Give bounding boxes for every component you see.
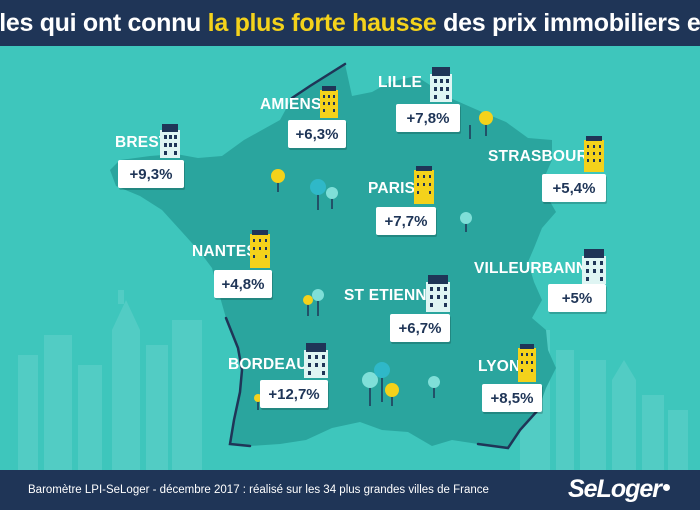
- title-bar: Les villes qui ont connu la plus forte h…: [0, 0, 700, 46]
- building-icon-amiens: [320, 86, 338, 118]
- page-title: Les villes qui ont connu la plus forte h…: [0, 9, 700, 38]
- map-scene: [18, 62, 688, 470]
- city-label-st-etienne: ST ETIENNE: [344, 287, 438, 304]
- city-label-villeurbanne: VILLEURBANNE: [474, 260, 598, 277]
- city-label-strasbourg: STRASBOURG: [488, 148, 601, 165]
- value-badge-amiens: +6,3%: [288, 120, 346, 148]
- title-part-2: des prix immobiliers en 2017: [443, 8, 700, 37]
- building-icon-strasbourg: [584, 136, 604, 172]
- value-badge-strasbourg: +5,4%: [542, 174, 606, 202]
- city-label-paris: PARIS: [368, 180, 416, 197]
- france-map: [110, 64, 556, 448]
- tree-icon: [254, 111, 493, 410]
- value-badge-nantes: +4,8%: [214, 270, 272, 298]
- city-label-brest: BREST: [115, 134, 169, 151]
- value-badge-bordeaux: +12,7%: [260, 380, 328, 408]
- city-label-lyon: LYON: [478, 358, 521, 375]
- logo-dot-icon: [663, 484, 670, 491]
- city-label-nantes: NANTES: [192, 243, 257, 260]
- value-badge-brest: +9,3%: [118, 160, 184, 188]
- building-icon-paris: [414, 166, 434, 204]
- source-note: Baromètre LPI-SeLoger - décembre 2017 : …: [28, 484, 489, 496]
- value-badge-lille: +7,8%: [396, 104, 460, 132]
- skyline: [18, 290, 688, 470]
- building-icon-brest: [160, 124, 180, 158]
- city-label-lille: LILLE: [378, 74, 423, 91]
- building-icon-nantes: [250, 230, 270, 268]
- seloger-logo[interactable]: SeLoger: [568, 475, 670, 504]
- building-icon-bordeaux: [304, 343, 328, 378]
- footer-bar: Baromètre LPI-SeLoger - décembre 2017 : …: [0, 470, 700, 510]
- building-icon-lille: [430, 67, 452, 102]
- city-label-amiens: AMIENS: [260, 96, 322, 113]
- title-part-1: Les villes qui ont connu: [0, 8, 202, 37]
- building-icon-st-etienne: [426, 275, 450, 312]
- value-badge-st-etienne: +6,7%: [390, 314, 450, 342]
- value-badge-paris: +7,7%: [376, 207, 436, 235]
- value-badge-lyon: +8,5%: [482, 384, 542, 412]
- city-label-bordeaux: BORDEAUX: [228, 356, 319, 373]
- building-icon-villeurbanne: [582, 249, 606, 284]
- logo-text: SeLoger: [567, 475, 662, 503]
- coast-line: [290, 62, 347, 100]
- value-badge-villeurbanne: +5%: [548, 284, 606, 312]
- building-icon-lyon: [518, 344, 536, 382]
- title-highlight: la plus forte hausse: [207, 8, 437, 37]
